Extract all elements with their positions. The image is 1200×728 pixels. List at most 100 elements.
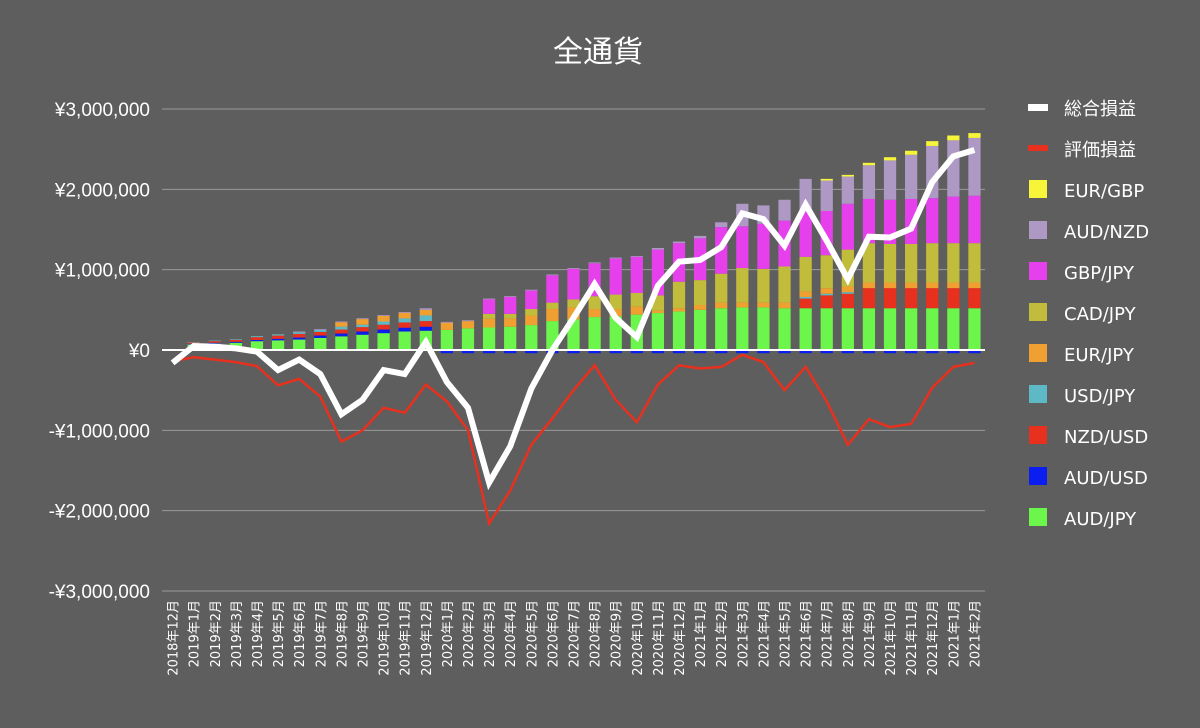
bar-aud-jpy [398, 331, 411, 350]
x-tick-label: 2021年6月 [800, 600, 815, 667]
bar-nzd-usd [229, 339, 242, 342]
legend-swatch [1029, 385, 1047, 403]
bar-aud-nzd [567, 268, 580, 269]
bar-aud-nzd [482, 298, 496, 300]
legend-swatch [1029, 303, 1047, 321]
bar-usd-jpy [820, 293, 833, 296]
bar-aud-nzd [440, 321, 454, 323]
bar-cad-jpy [820, 255, 833, 289]
bar-cad-jpy [757, 268, 770, 303]
x-tick-label: 2020年6月 [546, 600, 561, 667]
y-tick-label: ¥2,000,000 [54, 180, 150, 201]
bar-eur-jpy [546, 309, 559, 322]
x-tick-label: 2019年8月 [335, 600, 350, 667]
bar-aud-usd [715, 350, 728, 354]
bar-aud-nzd [715, 222, 728, 228]
bar-gbp-jpy [525, 290, 538, 310]
x-tick-label: 2021年9月 [863, 600, 878, 667]
legend-swatch [1029, 344, 1047, 362]
x-tick-label: 2021年1月 [694, 600, 709, 667]
bar-nzd-usd [377, 324, 390, 330]
bar-aud-jpy [335, 336, 348, 350]
x-tick-label: 2021年3月 [736, 600, 751, 667]
bar-aud-jpy [440, 329, 454, 350]
legend-label: NZD/USD [1064, 427, 1148, 448]
bar-eur-jpy [862, 282, 876, 289]
bar-aud-usd [440, 350, 454, 354]
bar-eur-jpy [693, 305, 707, 310]
line-layer [170, 147, 976, 527]
bar-aud-nzd [862, 165, 876, 199]
x-tick-label: 2020年1月 [441, 600, 456, 667]
bar-aud-usd [651, 350, 665, 354]
grid-layer: ¥3,000,000 ¥2,000,000 ¥1,000,000 ¥0 -¥1,000,… [49, 100, 985, 603]
bar-aud-usd [947, 350, 960, 354]
bar-eur-jpy [672, 308, 686, 312]
bar-aud-usd [504, 350, 517, 354]
bar-aud-usd [926, 350, 939, 354]
x-tick-label: 2019年11月 [399, 600, 414, 676]
bar-usd-jpy [187, 342, 200, 343]
bar-nzd-usd [862, 288, 876, 309]
bar-eur-jpy [968, 282, 981, 289]
bar-aud-nzd [377, 315, 390, 316]
bar-aud-usd [588, 350, 601, 354]
bar-aud-usd [377, 329, 390, 334]
legend-label: 総合損益 [1064, 99, 1136, 120]
bar-gbp-jpy [504, 296, 517, 314]
bar-eur-gbp [841, 174, 854, 177]
bar-aud-jpy [461, 328, 475, 350]
bar-aud-usd [398, 327, 411, 332]
bar-eur-jpy [905, 282, 918, 289]
bar-aud-usd [905, 350, 918, 354]
bar-aud-usd [229, 341, 242, 343]
bar-aud-usd [799, 350, 812, 354]
bar-usd-jpy [293, 332, 306, 334]
bar-nzd-usd [250, 337, 264, 340]
bar-eur-jpy [778, 302, 791, 309]
bar-gbp-jpy [736, 226, 749, 269]
bar-aud-jpy [525, 325, 538, 350]
bar-eur-jpy [419, 309, 432, 316]
bar-aud-jpy [736, 307, 749, 350]
bar-aud-jpy [841, 308, 854, 350]
bar-usd-jpy [419, 315, 432, 322]
legend-swatch [1029, 262, 1047, 280]
bar-aud-nzd [335, 321, 348, 323]
bar-nzd-usd [314, 331, 327, 336]
bar-aud-usd [356, 331, 369, 335]
bar-cad-jpy [546, 302, 559, 310]
bar-cad-jpy [883, 243, 897, 283]
bar-eur-jpy [757, 302, 770, 308]
bar-aud-usd [968, 350, 981, 354]
x-tick-label: 2020年5月 [525, 600, 540, 667]
bar-cad-jpy [525, 309, 538, 316]
bar-aud-jpy [293, 339, 306, 350]
bar-gbp-jpy [841, 203, 854, 250]
x-tick-label: 2021年2月 [715, 600, 730, 667]
x-tick-label: 2019年5月 [272, 600, 287, 667]
bar-aud-usd [820, 350, 833, 354]
bar-aud-nzd [398, 312, 411, 313]
x-tick-label: 2021年8月 [842, 600, 857, 667]
bar-aud-nzd [419, 308, 432, 310]
bar-eur-jpy [356, 319, 369, 325]
bar-nzd-usd [947, 288, 960, 309]
bar-aud-jpy [271, 340, 285, 350]
bar-gbp-jpy [883, 199, 897, 244]
bar-layer [187, 133, 981, 354]
bar-aud-usd [482, 350, 496, 354]
bar-nzd-usd [271, 335, 285, 339]
x-tick-label: 2019年7月 [314, 600, 329, 667]
bar-eur-jpy [651, 310, 665, 314]
y-tick-label: -¥1,000,000 [49, 421, 150, 442]
bar-gbp-jpy [609, 258, 622, 295]
bar-eur-jpy [883, 282, 897, 289]
legend-line-swatch [1028, 104, 1048, 111]
y-tick-label: ¥1,000,000 [54, 261, 150, 282]
bar-nzd-usd [926, 288, 939, 309]
bar-gbp-jpy [862, 198, 876, 244]
